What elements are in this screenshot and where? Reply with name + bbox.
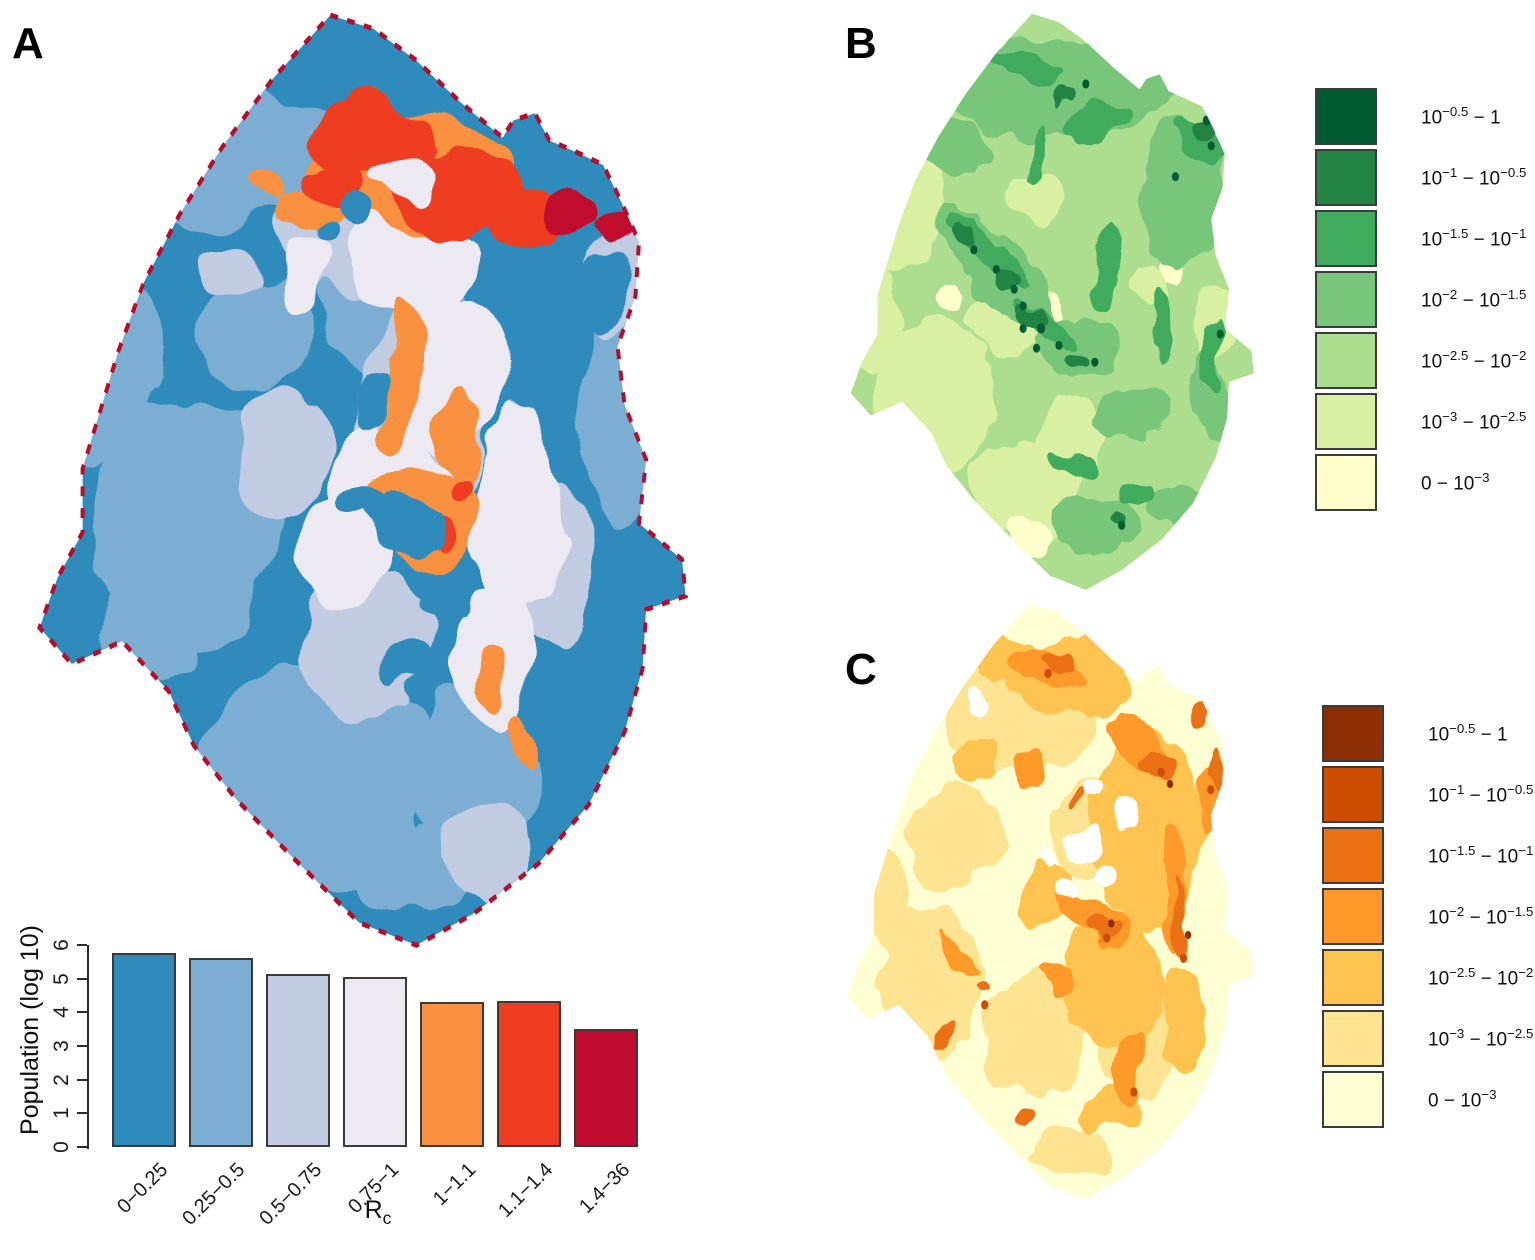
legend-row: 10−1.5 − 10−1 [1315, 210, 1526, 267]
legend-row: 10−1.5 − 10−1 [1322, 827, 1533, 884]
y-tick-label: 0 [50, 1141, 73, 1153]
panel-b-label: B [845, 19, 877, 68]
bar [189, 958, 253, 1147]
legend-swatch [1315, 210, 1377, 267]
map-b-green-choropleth [850, 13, 1254, 590]
legend-row: 10−0.5 − 1 [1315, 88, 1526, 145]
map-a-dashed-border [37, 12, 688, 948]
legend-swatch [1322, 1071, 1384, 1128]
legend-row: 10−2.5 − 10−2 [1322, 949, 1533, 1006]
legend-label: 10−3 − 10−2.5 [1421, 408, 1527, 434]
legend-label: 10−3 − 10−2.5 [1428, 1025, 1534, 1051]
map-c-orange-choropleth [846, 603, 1254, 1200]
bar [343, 976, 407, 1147]
legend-swatch [1322, 1010, 1384, 1067]
legend-swatch [1322, 949, 1384, 1006]
legend-label: 10−2.5 − 10−2 [1428, 964, 1534, 990]
x-tick-label: 0.25−0.5 [178, 1158, 250, 1230]
map-a-white-hole [376, 153, 435, 194]
x-tick-label: 0−0.25 [113, 1158, 173, 1218]
y-tick-mark [77, 1045, 87, 1047]
legend-swatch [1315, 393, 1377, 450]
map-c-dark-speckles [981, 668, 1215, 1097]
legend-swatch [1322, 888, 1384, 945]
legend-label: 0 − 10−3 [1428, 1086, 1497, 1112]
bar [574, 1029, 638, 1147]
y-tick-label: 5 [50, 972, 73, 985]
legend-row: 10−1 − 10−0.5 [1322, 766, 1533, 823]
bar [112, 953, 176, 1147]
y-tick-mark [77, 1112, 87, 1115]
legend-label: 10−2.5 − 10−2 [1421, 347, 1527, 373]
legend-swatch [1315, 149, 1377, 206]
legend-label: 10−1.5 − 10−1 [1428, 842, 1534, 868]
legend-b: 10−0.5 − 1 10−1 − 10−0.5 10−1.5 − 10−1 10−2… [1315, 88, 1526, 515]
legend-swatch [1322, 827, 1384, 884]
map-c-white-holes [975, 693, 1139, 901]
legend-label: 0 − 10−3 [1421, 469, 1490, 495]
legend-label: 10−1.5 − 10−1 [1421, 225, 1527, 251]
panel-a-label: A [12, 19, 44, 68]
legend-row: 0 − 10−3 [1315, 454, 1526, 511]
map-a-blue-spots [308, 190, 629, 689]
map-a-rc-choropleth [37, 12, 688, 948]
legend-label: 10−2 − 10−1.5 [1421, 286, 1527, 312]
legend-c: 10−0.5 − 1 10−1 − 10−0.5 10−1.5 − 10−1 10−2… [1322, 705, 1533, 1132]
legend-label: 10−2 − 10−1.5 [1428, 903, 1534, 929]
map-c-core-zones [935, 651, 1223, 1128]
bar [420, 1002, 484, 1147]
legend-label: 10−0.5 − 1 [1428, 720, 1508, 746]
y-tick-label: 1 [50, 1107, 73, 1120]
legend-label: 10−1 − 10−0.5 [1428, 781, 1534, 807]
legend-swatch [1315, 454, 1377, 511]
legend-label: 10−0.5 − 1 [1421, 103, 1501, 129]
legend-row: 10−1 − 10−0.5 [1315, 149, 1526, 206]
legend-row: 10−3 − 10−2.5 [1315, 393, 1526, 450]
y-tick-label: 3 [50, 1040, 73, 1052]
x-axis-label-base: R [364, 1196, 383, 1224]
legend-swatch [1322, 766, 1384, 823]
y-tick-mark [77, 1146, 87, 1148]
panel-c-label: C [845, 645, 877, 694]
y-axis-label: Population (log 10) [16, 925, 44, 1135]
legend-swatch [1315, 332, 1377, 389]
legend-row: 10−3 − 10−2.5 [1322, 1010, 1533, 1067]
legend-label: 10−1 − 10−0.5 [1421, 164, 1527, 190]
y-tick-mark [77, 977, 87, 980]
x-tick-label: 1.1−1.4 [494, 1158, 558, 1222]
y-axis-line [87, 945, 89, 1149]
legend-swatch [1315, 88, 1377, 145]
x-axis-label: Rc [338, 1196, 418, 1229]
y-tick-label: 2 [50, 1073, 73, 1086]
legend-swatch [1315, 271, 1377, 328]
bar [266, 973, 330, 1147]
map-a-darkred-zones [542, 191, 627, 235]
y-tick-label: 4 [50, 1006, 73, 1019]
x-axis-label-subscript: c [382, 1208, 392, 1228]
x-tick-label: 0.5−0.75 [255, 1158, 327, 1230]
figure-root: A [12, 12, 1533, 1230]
y-tick-mark [77, 1078, 87, 1081]
legend-row: 10−0.5 − 1 [1322, 705, 1533, 762]
legend-row: 0 − 10−3 [1322, 1071, 1533, 1128]
legend-row: 10−2 − 10−1.5 [1315, 271, 1526, 328]
legend-row: 10−2 − 10−1.5 [1322, 888, 1533, 945]
legend-swatch [1322, 705, 1384, 762]
map-b-dark-zones [951, 95, 1216, 529]
legend-row: 10−2.5 − 10−2 [1315, 332, 1526, 389]
y-tick-mark [77, 1011, 87, 1014]
bar [497, 1000, 561, 1147]
map-c-darkest-speckles [1108, 779, 1192, 940]
x-tick-label: 1.4−36 [575, 1158, 635, 1218]
